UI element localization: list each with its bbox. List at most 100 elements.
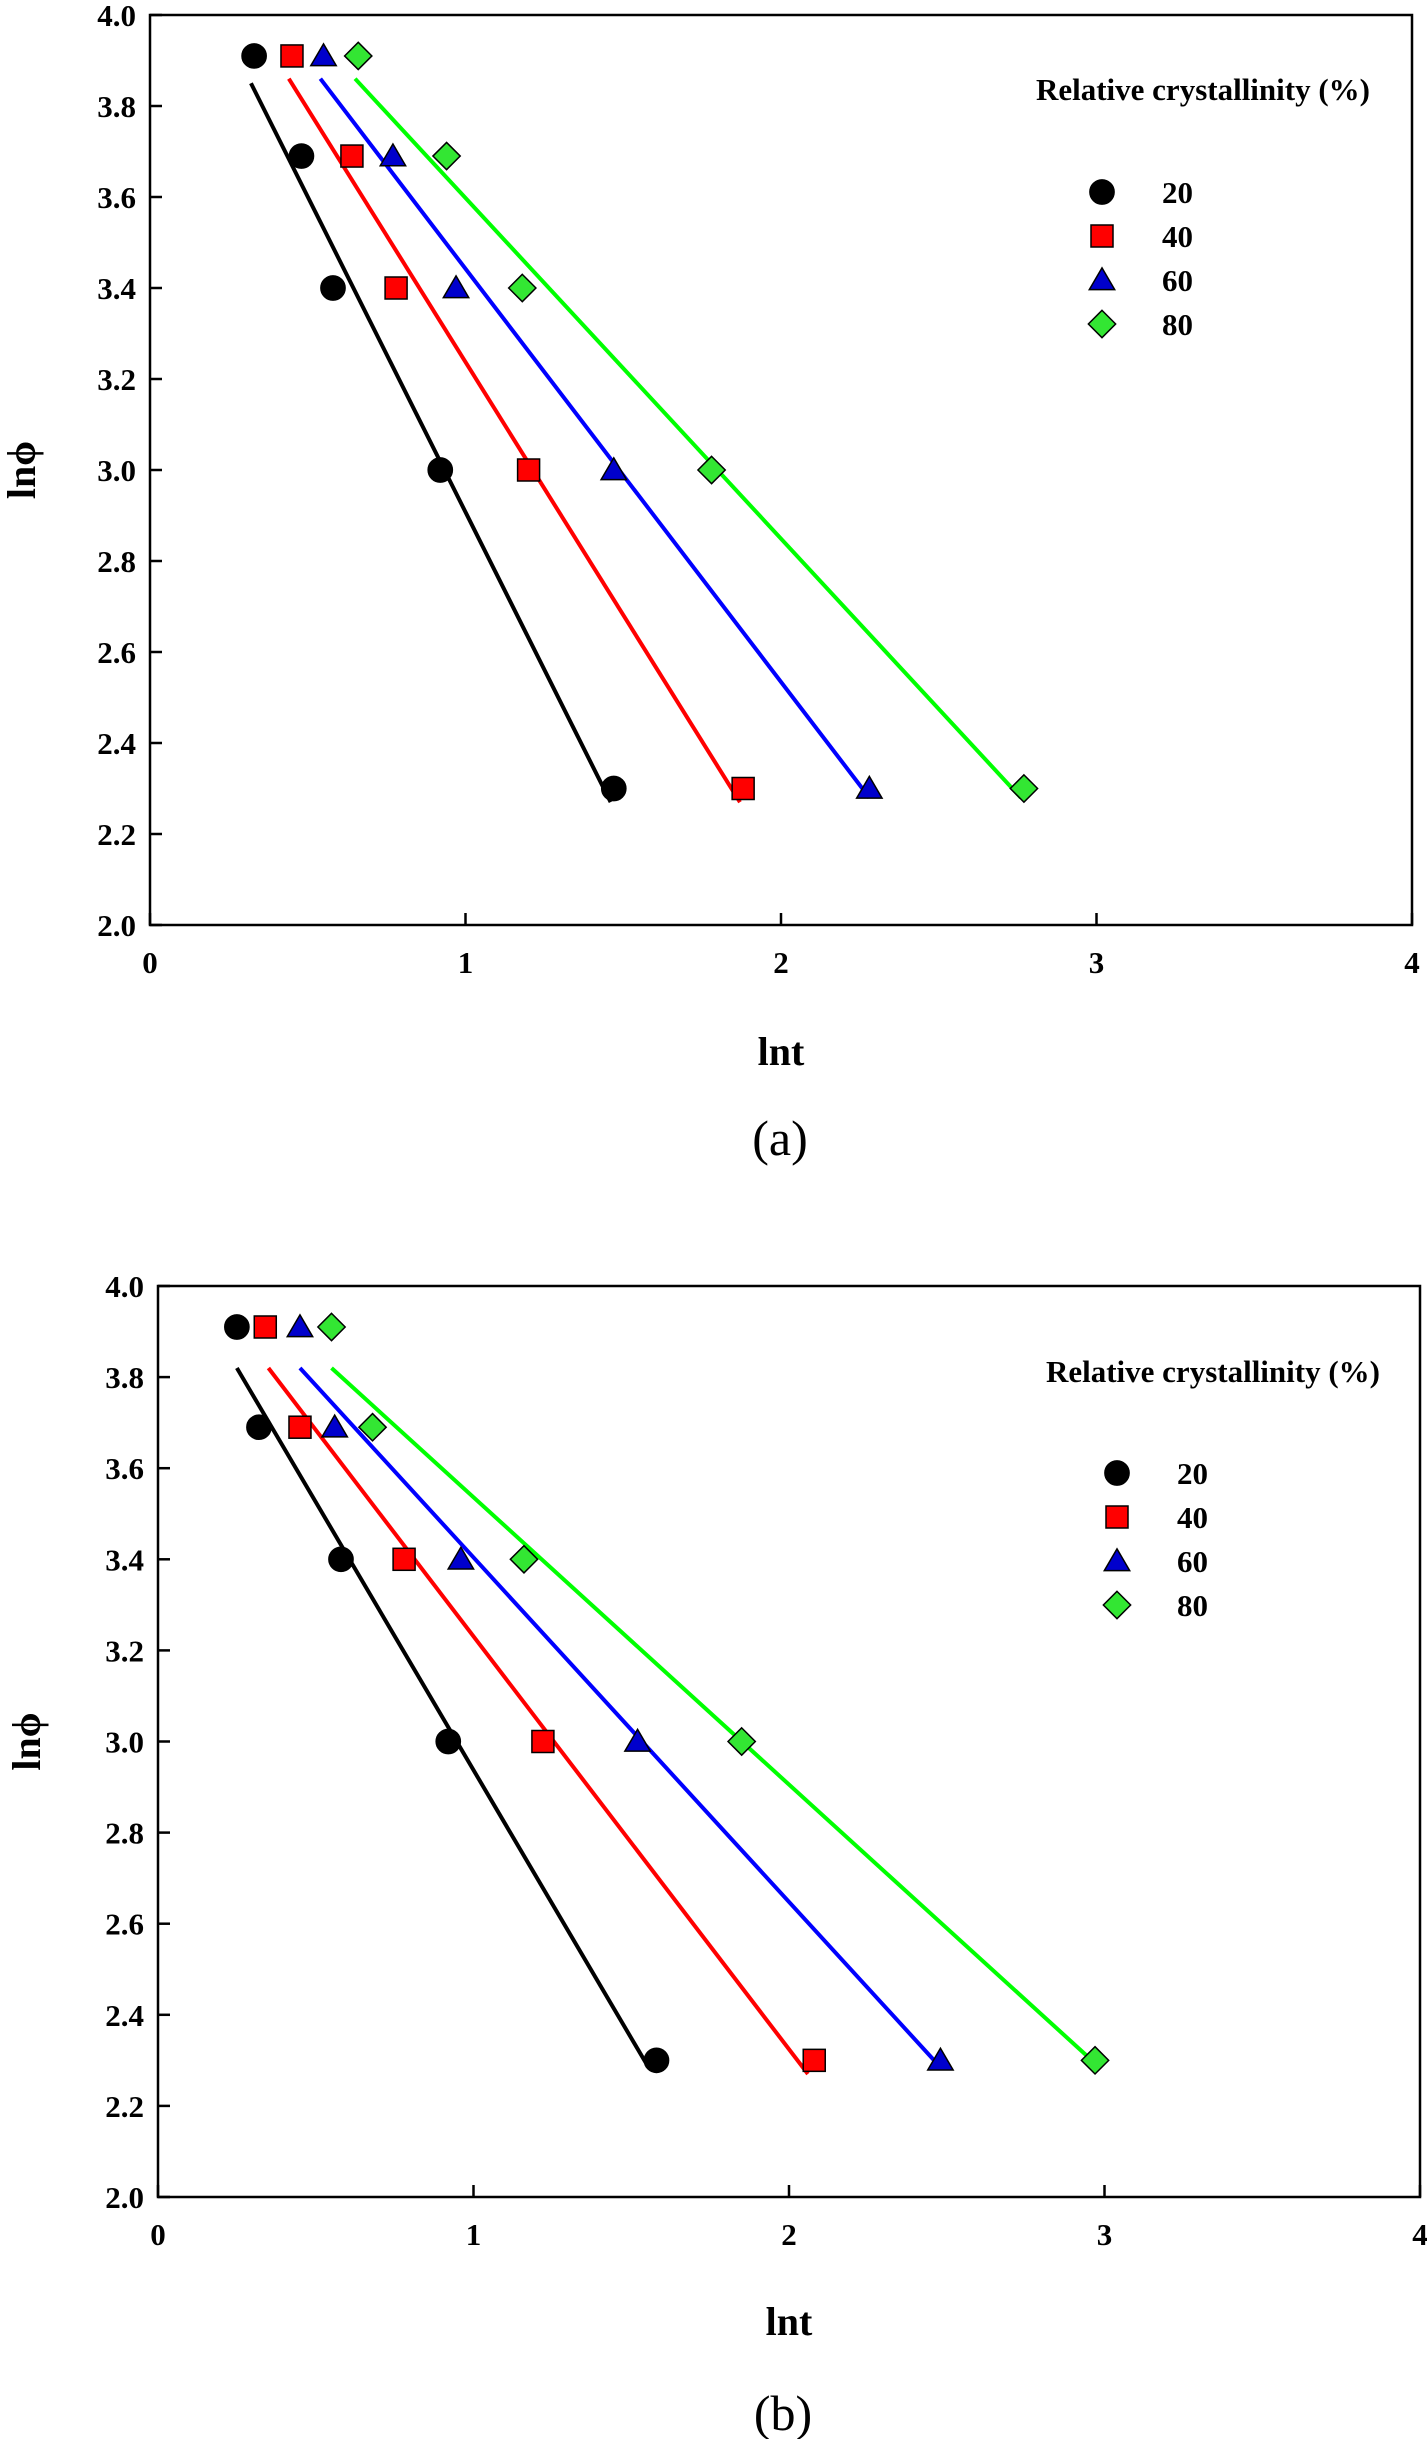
fit-line-a-80 xyxy=(353,77,1023,799)
panel-label-a: (a) xyxy=(752,1110,808,1166)
legend-marker-b-40 xyxy=(1105,1505,1129,1529)
legend-label-a-80: 80 xyxy=(1162,307,1193,342)
fit-line-b-80 xyxy=(330,1366,1094,2062)
legend-label-b-40: 40 xyxy=(1177,1500,1208,1535)
y-tick-label-a-0: 2.0 xyxy=(97,908,136,943)
fit-line-b-60 xyxy=(298,1366,936,2062)
legend-label-a-40: 40 xyxy=(1162,219,1193,254)
data-point-b-80-2 xyxy=(509,1544,539,1575)
x-tick-label-a-2: 2 xyxy=(773,945,789,980)
y-tick-label-b-1: 2.2 xyxy=(105,2089,144,2124)
x-tick-label-b-1: 1 xyxy=(466,2217,482,2252)
data-point-b-60-2 xyxy=(446,1545,475,1570)
legend-marker-a-80 xyxy=(1087,309,1117,339)
legend-marker-b-20 xyxy=(1104,1460,1130,1486)
data-point-b-20-3 xyxy=(435,1728,462,1755)
y-tick-label-b-8: 3.6 xyxy=(105,1451,144,1486)
y-tick-label-b-6: 3.2 xyxy=(105,1633,144,1668)
legend-b: 20 40 60 80 xyxy=(1102,1456,1208,1623)
data-point-b-80-1 xyxy=(357,1412,388,1442)
data-point-a-60-1 xyxy=(378,142,407,167)
x-tick-label-b-3: 3 xyxy=(1097,2217,1113,2252)
legend-label-a-20: 20 xyxy=(1162,175,1193,210)
data-point-b-40-0 xyxy=(253,1315,278,1339)
data-point-b-80-0 xyxy=(316,1312,347,1342)
y-tick-label-b-0: 2.0 xyxy=(105,2180,144,2215)
fit-line-a-20 xyxy=(249,82,613,804)
legend-marker-b-80 xyxy=(1102,1590,1132,1620)
panel-label-b: (b) xyxy=(754,2385,812,2439)
data-point-b-20-2 xyxy=(328,1546,354,1573)
data-point-a-40-0 xyxy=(280,44,304,68)
fit-lines-a xyxy=(249,77,1023,804)
x-tick-label-a-4: 4 xyxy=(1404,945,1420,980)
panel-b: 0 1 2 3 4 2.0 2.2 2.4 2.6 2.8 3.0 3.2 3.4 3.6 3.8 4.0 l… xyxy=(4,1269,1427,2439)
x-tick-label-b-4: 4 xyxy=(1412,2217,1427,2252)
data-point-a-80-1 xyxy=(431,141,462,171)
y-tick-label-b-3: 2.6 xyxy=(105,1907,144,1942)
x-tick-label-b-2: 2 xyxy=(781,2217,797,2252)
y-axis-title-b: lnϕ xyxy=(4,1712,49,1770)
data-point-a-80-2 xyxy=(507,273,537,303)
legend-marker-b-60 xyxy=(1102,1547,1132,1572)
data-point-a-20-3 xyxy=(427,457,454,483)
data-point-a-40-3 xyxy=(516,458,541,482)
y-tick-label-a-3: 2.6 xyxy=(97,635,136,670)
y-tick-label-a-9: 3.8 xyxy=(97,89,136,124)
legend-marker-a-20 xyxy=(1089,179,1115,205)
data-point-b-20-4 xyxy=(643,2047,670,2074)
data-point-a-40-4 xyxy=(731,776,755,801)
fit-line-b-40 xyxy=(266,1366,810,2076)
fit-lines-b xyxy=(235,1366,1094,2076)
fit-line-b-20 xyxy=(235,1366,649,2066)
legend-marker-a-40 xyxy=(1090,224,1114,248)
legend-a: 20 40 60 80 xyxy=(1087,175,1193,342)
axes-a: 0 1 2 3 4 2.0 2.2 2.4 2.6 2.8 3.0 3.2 3.4 3.6 3.8 4.0 xyxy=(97,0,1420,980)
y-axis-title-a: lnϕ xyxy=(0,441,44,499)
data-point-a-20-0 xyxy=(241,43,267,69)
y-tick-label-a-10: 4.0 xyxy=(97,0,136,33)
y-tick-label-b-9: 3.8 xyxy=(105,1360,144,1395)
y-tick-label-b-2: 2.4 xyxy=(105,1998,144,2033)
data-point-a-80-3 xyxy=(696,455,727,485)
y-tick-label-b-10: 4.0 xyxy=(105,1269,144,1304)
y-tick-label-a-8: 3.6 xyxy=(97,180,136,215)
data-point-a-60-0 xyxy=(309,42,338,67)
y-tick-label-b-4: 2.8 xyxy=(105,1816,144,1851)
data-point-b-40-4 xyxy=(802,2048,826,2073)
y-tick-label-a-6: 3.2 xyxy=(97,362,136,397)
x-axis-title-b: lnt xyxy=(766,2299,813,2344)
data-point-a-20-4 xyxy=(600,775,627,802)
data-point-b-80-4 xyxy=(1080,2045,1110,2076)
data-point-a-20-2 xyxy=(320,275,346,301)
fit-line-a-60 xyxy=(318,77,871,799)
data-point-a-40-2 xyxy=(384,276,408,300)
y-tick-label-a-7: 3.4 xyxy=(97,271,136,306)
data-point-b-20-0 xyxy=(224,1314,250,1340)
legend-label-b-20: 20 xyxy=(1177,1456,1208,1491)
data-point-b-20-1 xyxy=(246,1414,272,1441)
y-tick-label-a-5: 3.0 xyxy=(97,453,136,488)
legend-label-b-60: 60 xyxy=(1177,1544,1208,1579)
legend-label-a-60: 60 xyxy=(1162,263,1193,298)
data-point-b-60-0 xyxy=(285,1313,314,1338)
data-point-a-80-4 xyxy=(1009,773,1039,804)
y-tick-label-a-1: 2.2 xyxy=(97,817,136,852)
data-point-a-60-2 xyxy=(442,274,471,299)
data-point-b-40-3 xyxy=(531,1729,555,1754)
axes-b: 0 1 2 3 4 2.0 2.2 2.4 2.6 2.8 3.0 3.2 3.4 3.6 3.8 4.0 xyxy=(105,1269,1427,2252)
data-point-b-60-3 xyxy=(623,1727,652,1752)
data-point-b-80-3 xyxy=(726,1726,757,1757)
data-points-b xyxy=(224,1312,1110,2076)
legend-label-b-80: 80 xyxy=(1177,1588,1208,1623)
legend-title-a: Relative crystallinity (%) xyxy=(1036,72,1370,107)
legend-marker-a-60 xyxy=(1087,266,1117,291)
fit-line-a-40 xyxy=(287,77,742,804)
data-points-a xyxy=(241,41,1039,804)
y-tick-label-a-4: 2.8 xyxy=(97,544,136,579)
data-point-a-60-3 xyxy=(599,456,628,481)
y-tick-label-b-5: 3.0 xyxy=(105,1725,144,1760)
data-point-a-40-1 xyxy=(340,144,364,168)
